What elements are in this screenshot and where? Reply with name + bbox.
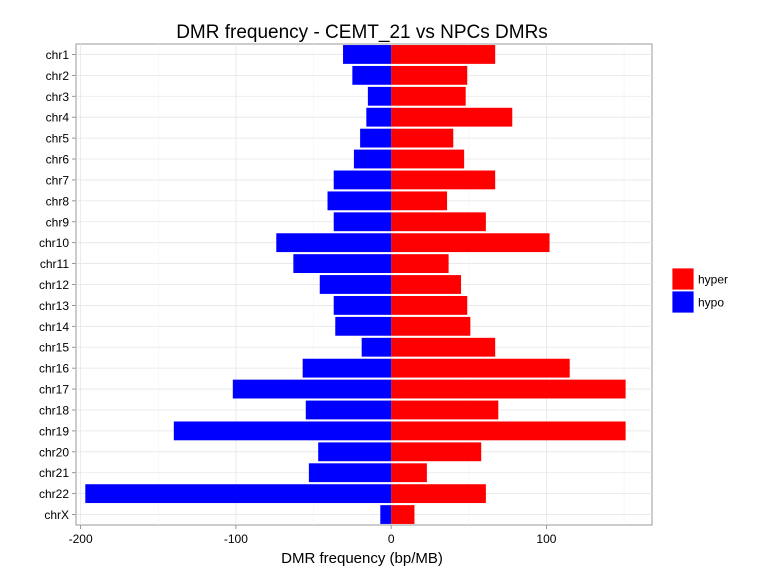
- y-tick-label: chr16: [39, 362, 69, 376]
- bar-hyper-chr18: [391, 400, 499, 420]
- x-tick-label: -100: [224, 532, 248, 546]
- bar-hyper-chr6: [391, 149, 465, 169]
- bar-hyper-chr4: [391, 107, 513, 127]
- bar-hypo-chr22: [85, 484, 392, 504]
- x-tick-label: -200: [69, 532, 93, 546]
- bar-hypo-chr18: [305, 400, 392, 420]
- y-tick-label: chr1: [46, 48, 70, 62]
- y-tick-label: chr11: [40, 257, 69, 271]
- y-tick-label: chr6: [46, 153, 70, 167]
- bar-hypo-chr16: [302, 358, 392, 378]
- bar-hyper-chr15: [391, 337, 496, 357]
- y-tick-label: chr4: [46, 111, 70, 125]
- chart-title: DMR frequency - CEMT_21 vs NPCs DMRs: [176, 22, 548, 43]
- bar-hypo-chr13: [333, 296, 392, 315]
- bar-hyper-chrX: [391, 505, 415, 524]
- bar-hypo-chr9: [333, 212, 392, 232]
- bar-hypo-chr5: [360, 128, 392, 148]
- y-tick-label: chr19: [39, 424, 69, 438]
- bar-hyper-chr11: [391, 254, 449, 273]
- y-tick-label: chr3: [46, 90, 70, 104]
- bar-hypo-chr20: [318, 442, 392, 462]
- y-tick-label: chr14: [39, 320, 69, 334]
- bar-hypo-chr7: [333, 170, 392, 190]
- bar-hypo-chr6: [353, 149, 392, 169]
- x-tick-label: 0: [388, 532, 395, 546]
- bar-hypo-chr3: [367, 86, 392, 106]
- y-tick-label: chr18: [39, 403, 69, 417]
- y-tick-label: chr22: [39, 487, 69, 501]
- bar-hypo-chr17: [232, 379, 392, 399]
- legend-label-hypo: hypo: [698, 296, 724, 310]
- y-tick-label: chr9: [46, 215, 70, 229]
- bar-hypo-chr4: [366, 107, 392, 127]
- bar-hypo-chr14: [335, 316, 392, 336]
- bar-hyper-chr10: [391, 233, 550, 253]
- y-tick-label: chr13: [39, 299, 69, 313]
- bar-hypo-chr12: [319, 275, 392, 294]
- y-tick-label: chr15: [39, 341, 69, 355]
- bar-hyper-chr8: [391, 191, 448, 211]
- bar-hyper-chr1: [391, 45, 496, 64]
- bar-hypo-chr19: [173, 421, 392, 441]
- y-tick-label: chr10: [39, 236, 69, 250]
- x-tick-labels: -200 -100 0 100: [69, 525, 557, 546]
- y-tick-label: chr5: [46, 132, 70, 146]
- y-tick-label: chr20: [39, 445, 69, 459]
- bar-hypo-chr1: [343, 45, 392, 64]
- y-tick-label: chr7: [46, 173, 70, 187]
- bar-hypo-chr15: [361, 337, 392, 357]
- legend-swatch-hypo: [671, 290, 695, 314]
- x-axis-label: DMR frequency (bp/MB): [281, 550, 443, 567]
- bar-hyper-chr14: [391, 316, 471, 336]
- bar-hyper-chr9: [391, 212, 486, 232]
- y-tick-label: chr2: [46, 69, 70, 83]
- bar-hyper-chr21: [391, 463, 427, 483]
- legend: hyper hypo: [671, 267, 728, 314]
- legend-label-hyper: hyper: [698, 273, 728, 287]
- bar-hyper-chr13: [391, 296, 468, 315]
- y-tick-label: chrX: [44, 508, 69, 522]
- y-tick-label: chr8: [46, 194, 70, 208]
- y-tick-label: chr21: [39, 466, 69, 480]
- bar-hyper-chr17: [391, 379, 626, 399]
- bar-hyper-chr16: [391, 358, 570, 378]
- bar-hyper-chr20: [391, 442, 482, 462]
- bar-hypo-chr8: [327, 191, 392, 211]
- bar-hyper-chr7: [391, 170, 496, 190]
- y-tick-label: chr17: [39, 383, 69, 397]
- bar-hyper-chr2: [391, 65, 468, 85]
- bar-hypo-chr2: [352, 65, 392, 85]
- bar-hypo-chrX: [380, 505, 392, 524]
- bar-hyper-chr5: [391, 128, 454, 148]
- bar-hypo-chr11: [293, 254, 392, 273]
- legend-swatch-hyper: [671, 267, 695, 291]
- bar-hypo-chr10: [276, 233, 392, 253]
- y-tick-label: chr12: [39, 278, 69, 292]
- bars: [85, 45, 626, 524]
- bar-hyper-chr22: [391, 484, 486, 504]
- bar-hyper-chr12: [391, 275, 462, 294]
- bar-hypo-chr21: [308, 463, 392, 483]
- bar-hyper-chr19: [391, 421, 626, 441]
- bar-hyper-chr3: [391, 86, 466, 106]
- y-tick-labels: chr1 chr2 chr3 chr4 chr5 chr6 chr7 chr8 chr9 chr1…: [39, 48, 76, 522]
- x-tick-label: 100: [536, 532, 556, 546]
